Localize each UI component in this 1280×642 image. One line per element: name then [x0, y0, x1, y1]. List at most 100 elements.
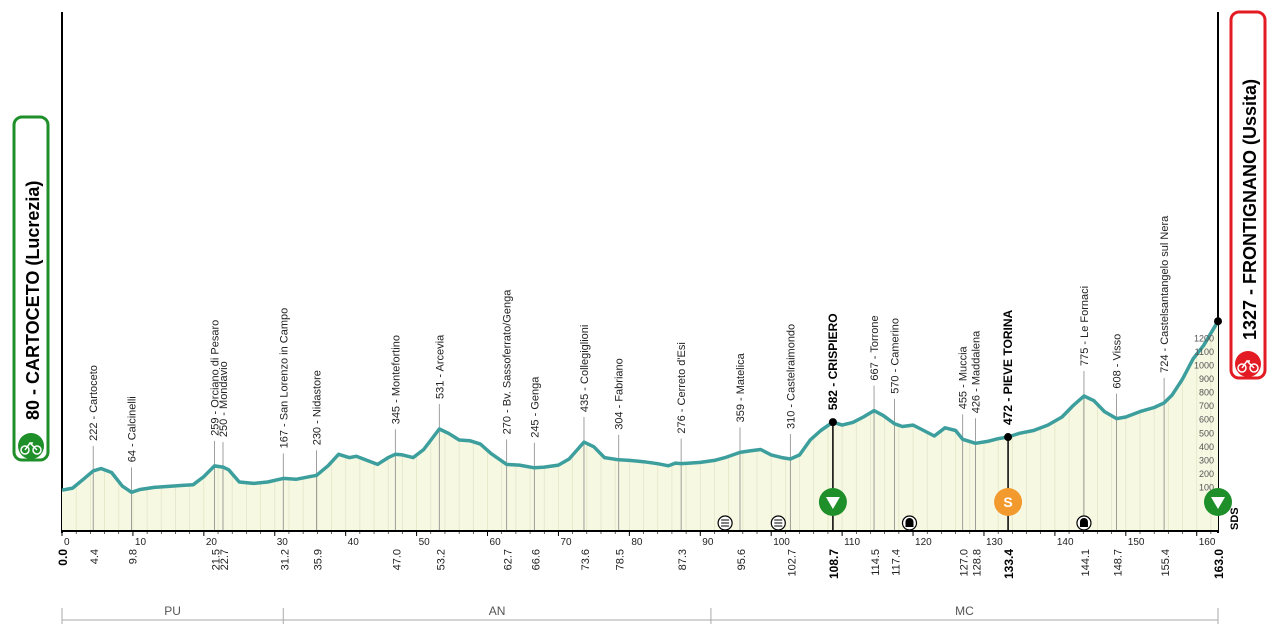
point-label: 426 - Maddalena: [971, 330, 983, 413]
tunnel-arch: [1079, 518, 1088, 527]
altitude-tick-label: 400: [1199, 442, 1214, 452]
km-label: 9.8: [128, 549, 140, 564]
x-tick-label: 110: [844, 537, 860, 548]
point-label: 570 - Camerino: [890, 318, 902, 394]
point-label: 472 - PIEVE TORINA: [1001, 310, 1015, 425]
markers-layer: S: [717, 488, 1232, 531]
point-labels-layer: 222 - Cartoceto 64 - Calcinelli 259 - Orci…: [88, 215, 1171, 462]
start-cyclist-icon: [18, 433, 44, 459]
altitude-tick-label: 500: [1199, 428, 1214, 438]
x-tick-label: 30: [277, 537, 289, 548]
km-label: 22.7: [219, 549, 231, 570]
altitude-tick-label: 700: [1199, 401, 1214, 411]
rail-lines: [721, 519, 730, 527]
km-label: 73.6: [580, 549, 592, 570]
point-label: 435 - Collegiglioni: [579, 325, 591, 412]
altitude-tick-label: 100: [1199, 482, 1214, 492]
tunnel-arch: [905, 518, 914, 527]
km-label: 108.7: [827, 549, 841, 579]
altitude-scale-layer: 0100200300400500600700800900100011001200: [1194, 333, 1214, 506]
x-ticks-layer: 0 10 20 30 40 50 60 70 80 90 100 110 120 130 140 150 160: [61, 531, 1216, 548]
x-tick-label: 60: [490, 537, 502, 548]
point-label: 259 - Orciano di Pesaro: [210, 320, 222, 436]
km-grid-layer: [75, 333, 1212, 531]
finish-box: 1327 - FRONTIGNANO (Ussita): [1229, 10, 1267, 380]
profile-fill-layer: [62, 321, 1218, 531]
sprint-marker-icon: [994, 488, 1023, 516]
point-label: 245 - Genga: [529, 376, 541, 438]
km-labels-layer: 0.0 4.4 9.8 21.522.7 31.2 35.9 47.0 53.2 62.7 66.…: [56, 549, 1226, 579]
point-label: 310 - Castelraimondo: [785, 324, 797, 429]
altitude-tick-label: 300: [1199, 455, 1214, 465]
km-label: 66.6: [530, 549, 542, 570]
km-label: 35.9: [313, 549, 325, 570]
km-label: 163.0: [1212, 549, 1226, 579]
point-label: 359 - Matelica: [735, 352, 747, 422]
x-tick-label: 100: [773, 537, 790, 548]
finish-triangle-icon: [1211, 497, 1225, 509]
sprint-s-icon: S: [1003, 494, 1012, 510]
point-label: 64 - Calcinelli: [127, 396, 139, 462]
point-label: 222 - Cartoceto: [88, 365, 100, 441]
point-label: 276 - Cerreto d'Esi: [676, 342, 688, 433]
x-tick-label: 150: [1128, 537, 1145, 548]
point-dot: [1214, 317, 1222, 326]
km-label: 0.0: [56, 549, 70, 566]
point-label: 775 - Le Fornaci: [1079, 286, 1091, 366]
x-tick-label: 0: [64, 537, 70, 548]
km-label: 47.0: [391, 549, 403, 570]
profile-area: [62, 321, 1218, 531]
altitude-tick-label: 1200: [1194, 333, 1214, 343]
point-label: 724 - Castelsantangelo sul Nera: [1159, 215, 1171, 373]
sds-label: SDS: [1229, 507, 1241, 530]
point-label: 667 - Torrone: [869, 315, 881, 380]
point-label: 608 - Visso: [1112, 334, 1124, 389]
km-label: 62.7: [503, 549, 515, 570]
start-bike-icon: [20, 441, 42, 455]
km-label: 117.4: [891, 549, 903, 576]
point-label: 304 - Fabriano: [614, 358, 626, 430]
km-label: 128.8: [972, 549, 984, 577]
x-tick-label: 130: [986, 537, 1003, 548]
km-label: 53.2: [435, 549, 447, 570]
km-label: 144.1: [1080, 549, 1092, 577]
point-label: 167 - San Lorenzo in Campo: [278, 308, 290, 449]
x-tick-label: 20: [206, 537, 218, 548]
point-dot: [828, 418, 837, 427]
point-dot: [1004, 433, 1013, 442]
point-label: 250 - Mondavio: [218, 361, 230, 437]
altitude-tick-label: 1100: [1195, 347, 1214, 357]
province-label: PU: [164, 604, 181, 618]
x-tick-label: 40: [348, 537, 360, 548]
altitude-tick-label: 900: [1199, 374, 1214, 384]
point-label: 345 - Montefortino: [390, 335, 402, 424]
x-tick-label: 140: [1057, 537, 1074, 548]
finish-label: 1327 - FRONTIGNANO (Ussita): [1240, 79, 1260, 340]
km-label: 127.0: [959, 549, 971, 577]
km-label: 133.4: [1002, 549, 1016, 579]
km-label: 78.5: [615, 549, 627, 570]
gpm-triangle-icon: [825, 497, 840, 509]
x-tick-label: 160: [1199, 537, 1216, 548]
altitude-tick-label: 1000: [1194, 361, 1214, 371]
point-label: 270 - Bv. Sassoferrato/Genga: [502, 289, 514, 435]
km-label: 4.4: [89, 549, 101, 564]
province-label: MC: [955, 604, 974, 618]
finish-bike-icon: [1237, 359, 1259, 373]
x-tick-label: 120: [915, 537, 932, 548]
altitude-tick-label: 600: [1199, 415, 1214, 425]
point-label: 531 - Arcevia: [434, 334, 446, 399]
x-tick-label: 50: [419, 537, 431, 548]
start-label: 80 - CARTOCETO (Lucrezia): [23, 181, 43, 420]
point-label: 230 - Nidastore: [312, 370, 324, 445]
altitude-tick-label: 200: [1199, 469, 1214, 479]
km-label: 155.4: [1160, 549, 1172, 577]
province-label: AN: [489, 604, 506, 618]
x-tick-label: 10: [135, 537, 147, 548]
profile-line-layer: [61, 317, 1222, 495]
km-label: 21.5: [211, 549, 223, 570]
km-label: 114.5: [870, 549, 882, 576]
start-box: 80 - CARTOCETO (Lucrezia): [12, 115, 50, 462]
province-layer: PU AN MC: [61, 604, 1219, 624]
km-label: 95.6: [736, 549, 748, 570]
